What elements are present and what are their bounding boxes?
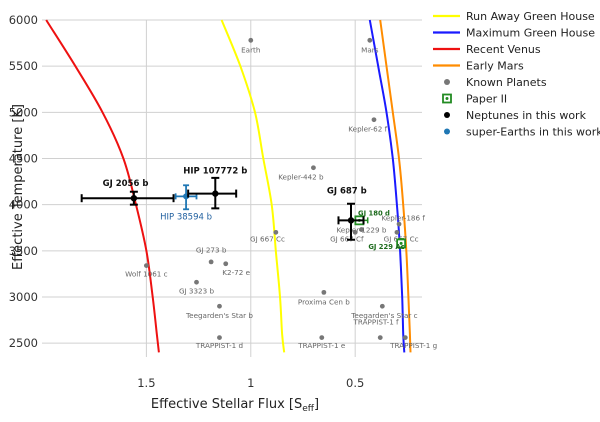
known-planet-point xyxy=(311,165,316,171)
paper-ii-label: GJ 229 Ac xyxy=(368,243,404,251)
maximum-green-house-curve xyxy=(368,19,406,353)
known-planet-label: TRAPPIST-1 f xyxy=(353,318,400,327)
legend-maximum-green-house-label: Maximum Green House xyxy=(466,27,595,40)
known-planet-label: Teegarden's Star b xyxy=(185,311,253,320)
known-planet-point xyxy=(248,37,254,43)
y-tick-label: 3000 xyxy=(9,290,38,304)
known-planet-point xyxy=(394,229,400,235)
known-planet-label: Teegarden's Star c xyxy=(350,311,417,320)
legend-known-planets-item[interactable]: Known Planets xyxy=(444,76,547,89)
neptune-label: GJ 2056 b xyxy=(103,179,149,189)
neptune-label: GJ 687 b xyxy=(327,187,367,197)
y-tick-label: 3500 xyxy=(9,244,38,258)
x-axis-title: Effective Stellar Flux [Seff] xyxy=(151,397,319,414)
known-planet-point xyxy=(223,261,229,267)
paper-ii-label: GJ 180 d xyxy=(358,210,390,218)
neptune-point xyxy=(212,190,219,197)
known-planet-point xyxy=(359,227,364,232)
data-points: Earth Mars Kepler-62 f Kepler-442 b GJ 667 C… xyxy=(80,37,437,350)
early-mars-curve xyxy=(379,19,412,353)
y-tick-label: 6000 xyxy=(9,13,38,27)
known-planet-label: TRAPPIST-1 d xyxy=(195,341,243,350)
known-planet-label: GJ 3323 b xyxy=(179,286,215,295)
legend-known-planets-swatch xyxy=(444,79,450,85)
known-planet-label: Wolf 1061 c xyxy=(125,270,167,279)
legend-paper-ii-swatch-center xyxy=(445,97,449,100)
legend-neptunes-in-this-work-item[interactable]: Neptunes in this work xyxy=(444,109,587,122)
y-tick-label: 4500 xyxy=(9,151,38,165)
y-tick-label: 4000 xyxy=(9,198,38,212)
neptune-point xyxy=(347,217,355,224)
legend-paper-ii-label: Paper II xyxy=(466,93,507,106)
legend-recent-venus-item[interactable]: Recent Venus xyxy=(433,43,541,56)
legend-super-earths-in-this-work-item[interactable]: super-Earths in this work xyxy=(444,126,600,139)
known-planet-point xyxy=(377,335,383,341)
y-axis-title: Effective Temperature [K] xyxy=(11,104,26,270)
known-planet-label: Mars xyxy=(361,45,379,54)
known-planet-point xyxy=(319,335,325,341)
neptune-point xyxy=(130,194,138,202)
known-planet-point xyxy=(208,259,214,265)
known-planet-point xyxy=(371,117,377,123)
legend-recent-venus-label: Recent Venus xyxy=(466,43,541,56)
known-planet-point xyxy=(217,335,222,341)
known-planet-label: TRAPPIST-1 e xyxy=(297,341,346,350)
grid xyxy=(42,19,422,357)
legend-neptunes-in-this-work-swatch xyxy=(444,112,450,118)
y-tick-label: 5000 xyxy=(9,105,38,119)
known-planet-point xyxy=(379,303,385,309)
legend-maximum-green-house-item[interactable]: Maximum Green House xyxy=(433,27,595,40)
known-planet-label: GJ 273 b xyxy=(196,246,227,255)
x-tick-label: 0.5 xyxy=(346,376,364,390)
y-tick-label: 5500 xyxy=(9,59,38,73)
known-planet-label: Earth xyxy=(241,45,260,54)
known-planet-label: Kepler-62 f xyxy=(348,125,387,134)
super-earth-label: HIP 38594 b xyxy=(160,212,212,222)
known-planet-point xyxy=(402,335,408,341)
known-planet-label: GJ 667 Cc xyxy=(250,235,285,244)
known-planet-label: Kepler-1229 b xyxy=(336,225,386,234)
legend-early-mars-label: Early Mars xyxy=(466,60,524,73)
known-planet-point xyxy=(321,289,327,295)
paper-ii-point-center xyxy=(399,241,403,245)
legend-known-planets-label: Known Planets xyxy=(466,76,547,89)
known-planet-point xyxy=(352,229,358,235)
known-planet-label: Proxima Cen b xyxy=(298,297,350,306)
axis-ticks: 2500 3000 3500 4000 4500 5000 5500 6000 1.5 1 0.5 xyxy=(9,13,365,390)
run-away-green-house-curve xyxy=(220,19,286,353)
x-tick-label: 1 xyxy=(247,376,254,390)
known-planet-label: Kepler-442 b xyxy=(278,173,324,182)
known-planet-point xyxy=(396,221,402,227)
legend-neptunes-in-this-work-label: Neptunes in this work xyxy=(466,109,587,122)
legend-run-away-green-house-label: Run Away Green House xyxy=(466,10,595,23)
known-planet-point xyxy=(367,37,373,43)
known-planet-point xyxy=(143,263,149,268)
legend-super-earths-in-this-work-label: super-Earths in this work xyxy=(466,126,600,139)
known-planet-point xyxy=(273,229,279,235)
known-planet-point xyxy=(217,303,222,309)
legend-run-away-green-house-item[interactable]: Run Away Green House xyxy=(433,10,595,23)
legend[interactable]: Run Away Green House Maximum Green House R… xyxy=(433,10,600,139)
legend-early-mars-item[interactable]: Early Mars xyxy=(433,60,524,73)
known-planet-label: Kepler-186 f xyxy=(382,213,426,222)
legend-super-earths-in-this-work-swatch xyxy=(444,128,450,135)
legend-paper-ii-item[interactable]: Paper II xyxy=(442,93,507,106)
known-planet-label: TRAPPIST-1 g xyxy=(389,341,437,350)
x-tick-label: 1.5 xyxy=(137,376,155,390)
neptune-label: HIP 107772 b xyxy=(183,166,247,176)
y-tick-label: 2500 xyxy=(9,336,38,350)
known-planet-point xyxy=(194,279,199,285)
known-planet-label: K2-72 e xyxy=(222,268,250,277)
